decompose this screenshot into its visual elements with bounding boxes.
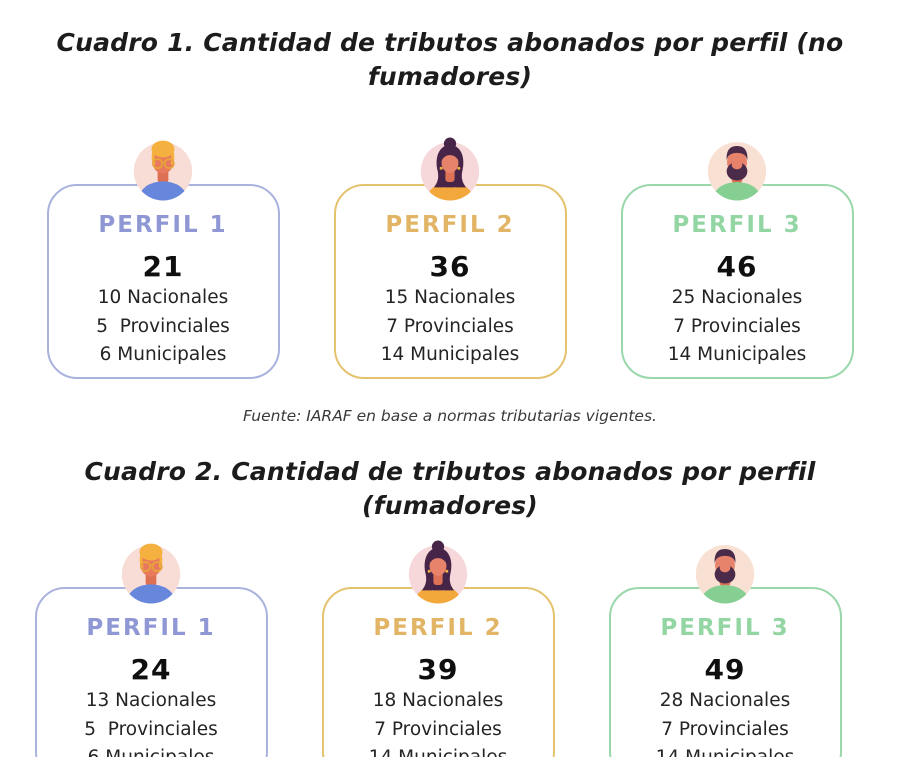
municipales-line: 6 Municipales: [37, 744, 266, 757]
perfil-label: PERFIL 3: [660, 615, 790, 641]
man-glasses-avatar-icon: [118, 539, 184, 605]
nacionales-line: 28 Nacionales: [659, 690, 791, 711]
total-count: 46: [716, 250, 758, 283]
provinciales-line: 5 Provinciales: [96, 315, 230, 337]
nacionales-line: 18 Nacionales: [372, 690, 504, 711]
provinciales-line: 7 Provinciales: [673, 315, 801, 337]
total-count: 39: [417, 653, 459, 686]
cuadro-2-title: Cuadro 2. Cantidad de tributos abonados …: [84, 457, 816, 520]
man-glasses-avatar-icon: [130, 136, 196, 202]
nacionales-line: 13 Nacionales: [85, 690, 217, 711]
cuadro-2-section: Cuadro 2. Cantidad de tributos abonados …: [0, 455, 900, 757]
perfil-label: PERFIL 2: [373, 615, 503, 641]
man-beard-avatar-icon: [704, 136, 770, 202]
municipales-line: 14 Municipales: [380, 344, 520, 365]
woman-bun-avatar-icon: [417, 136, 483, 202]
perfil-label: PERFIL 2: [385, 212, 515, 238]
perfil-2-card: PERFIL 2 39 18 Nacionales 7 Provinciales…: [321, 540, 555, 757]
total-count: 36: [429, 250, 471, 283]
nacionales-line: 10 Nacionales: [97, 287, 229, 308]
provinciales-line: 7 Provinciales: [386, 315, 514, 337]
municipales-line: 14 Municipales: [324, 744, 553, 757]
provinciales-line: 5 Provinciales: [84, 718, 218, 740]
municipales-line: 14 Municipales: [667, 344, 807, 365]
cuadro-1-cards-row: PERFIL 1 21 10 Nacionales 5 Provinciales…: [0, 137, 900, 379]
man-beard-avatar-icon: [692, 539, 758, 605]
cuadro-1-title: Cuadro 1. Cantidad de tributos abonados …: [56, 28, 844, 91]
total-count: 21: [142, 250, 184, 283]
cuadro-1-section: Cuadro 1. Cantidad de tributos abonados …: [0, 28, 900, 425]
perfil-3-card: PERFIL 3 49 28 Nacionales 7 Provinciales…: [608, 545, 842, 757]
perfil-label: PERFIL 1: [86, 615, 216, 641]
cuadro-2-cards-row: PERFIL 1 24 13 Nacionales 5 Provinciales…: [0, 540, 888, 757]
provinciales-line: 7 Provinciales: [374, 718, 502, 740]
perfil-label: PERFIL 3: [672, 212, 802, 238]
nacionales-line: 15 Nacionales: [384, 287, 516, 308]
municipales-line: 14 Municipales: [611, 744, 840, 757]
perfil-label: PERFIL 1: [98, 212, 228, 238]
cuadro-1-source: Fuente: IARAF en base a normas tributari…: [243, 407, 657, 425]
perfil-3-card: PERFIL 3 46 25 Nacionales 7 Provinciales…: [620, 142, 854, 379]
perfil-1-card: PERFIL 1 24 13 Nacionales 5 Provinciales…: [34, 543, 268, 757]
nacionales-line: 25 Nacionales: [671, 287, 803, 308]
total-count: 49: [704, 653, 746, 686]
provinciales-line: 7 Provinciales: [661, 718, 789, 740]
woman-bun-avatar-icon: [405, 539, 471, 605]
perfil-2-card: PERFIL 2 36 15 Nacionales 7 Provinciales…: [333, 137, 567, 379]
perfil-1-card: PERFIL 1 21 10 Nacionales 5 Provinciales…: [46, 140, 280, 379]
municipales-line: 6 Municipales: [99, 344, 227, 365]
total-count: 24: [130, 653, 172, 686]
